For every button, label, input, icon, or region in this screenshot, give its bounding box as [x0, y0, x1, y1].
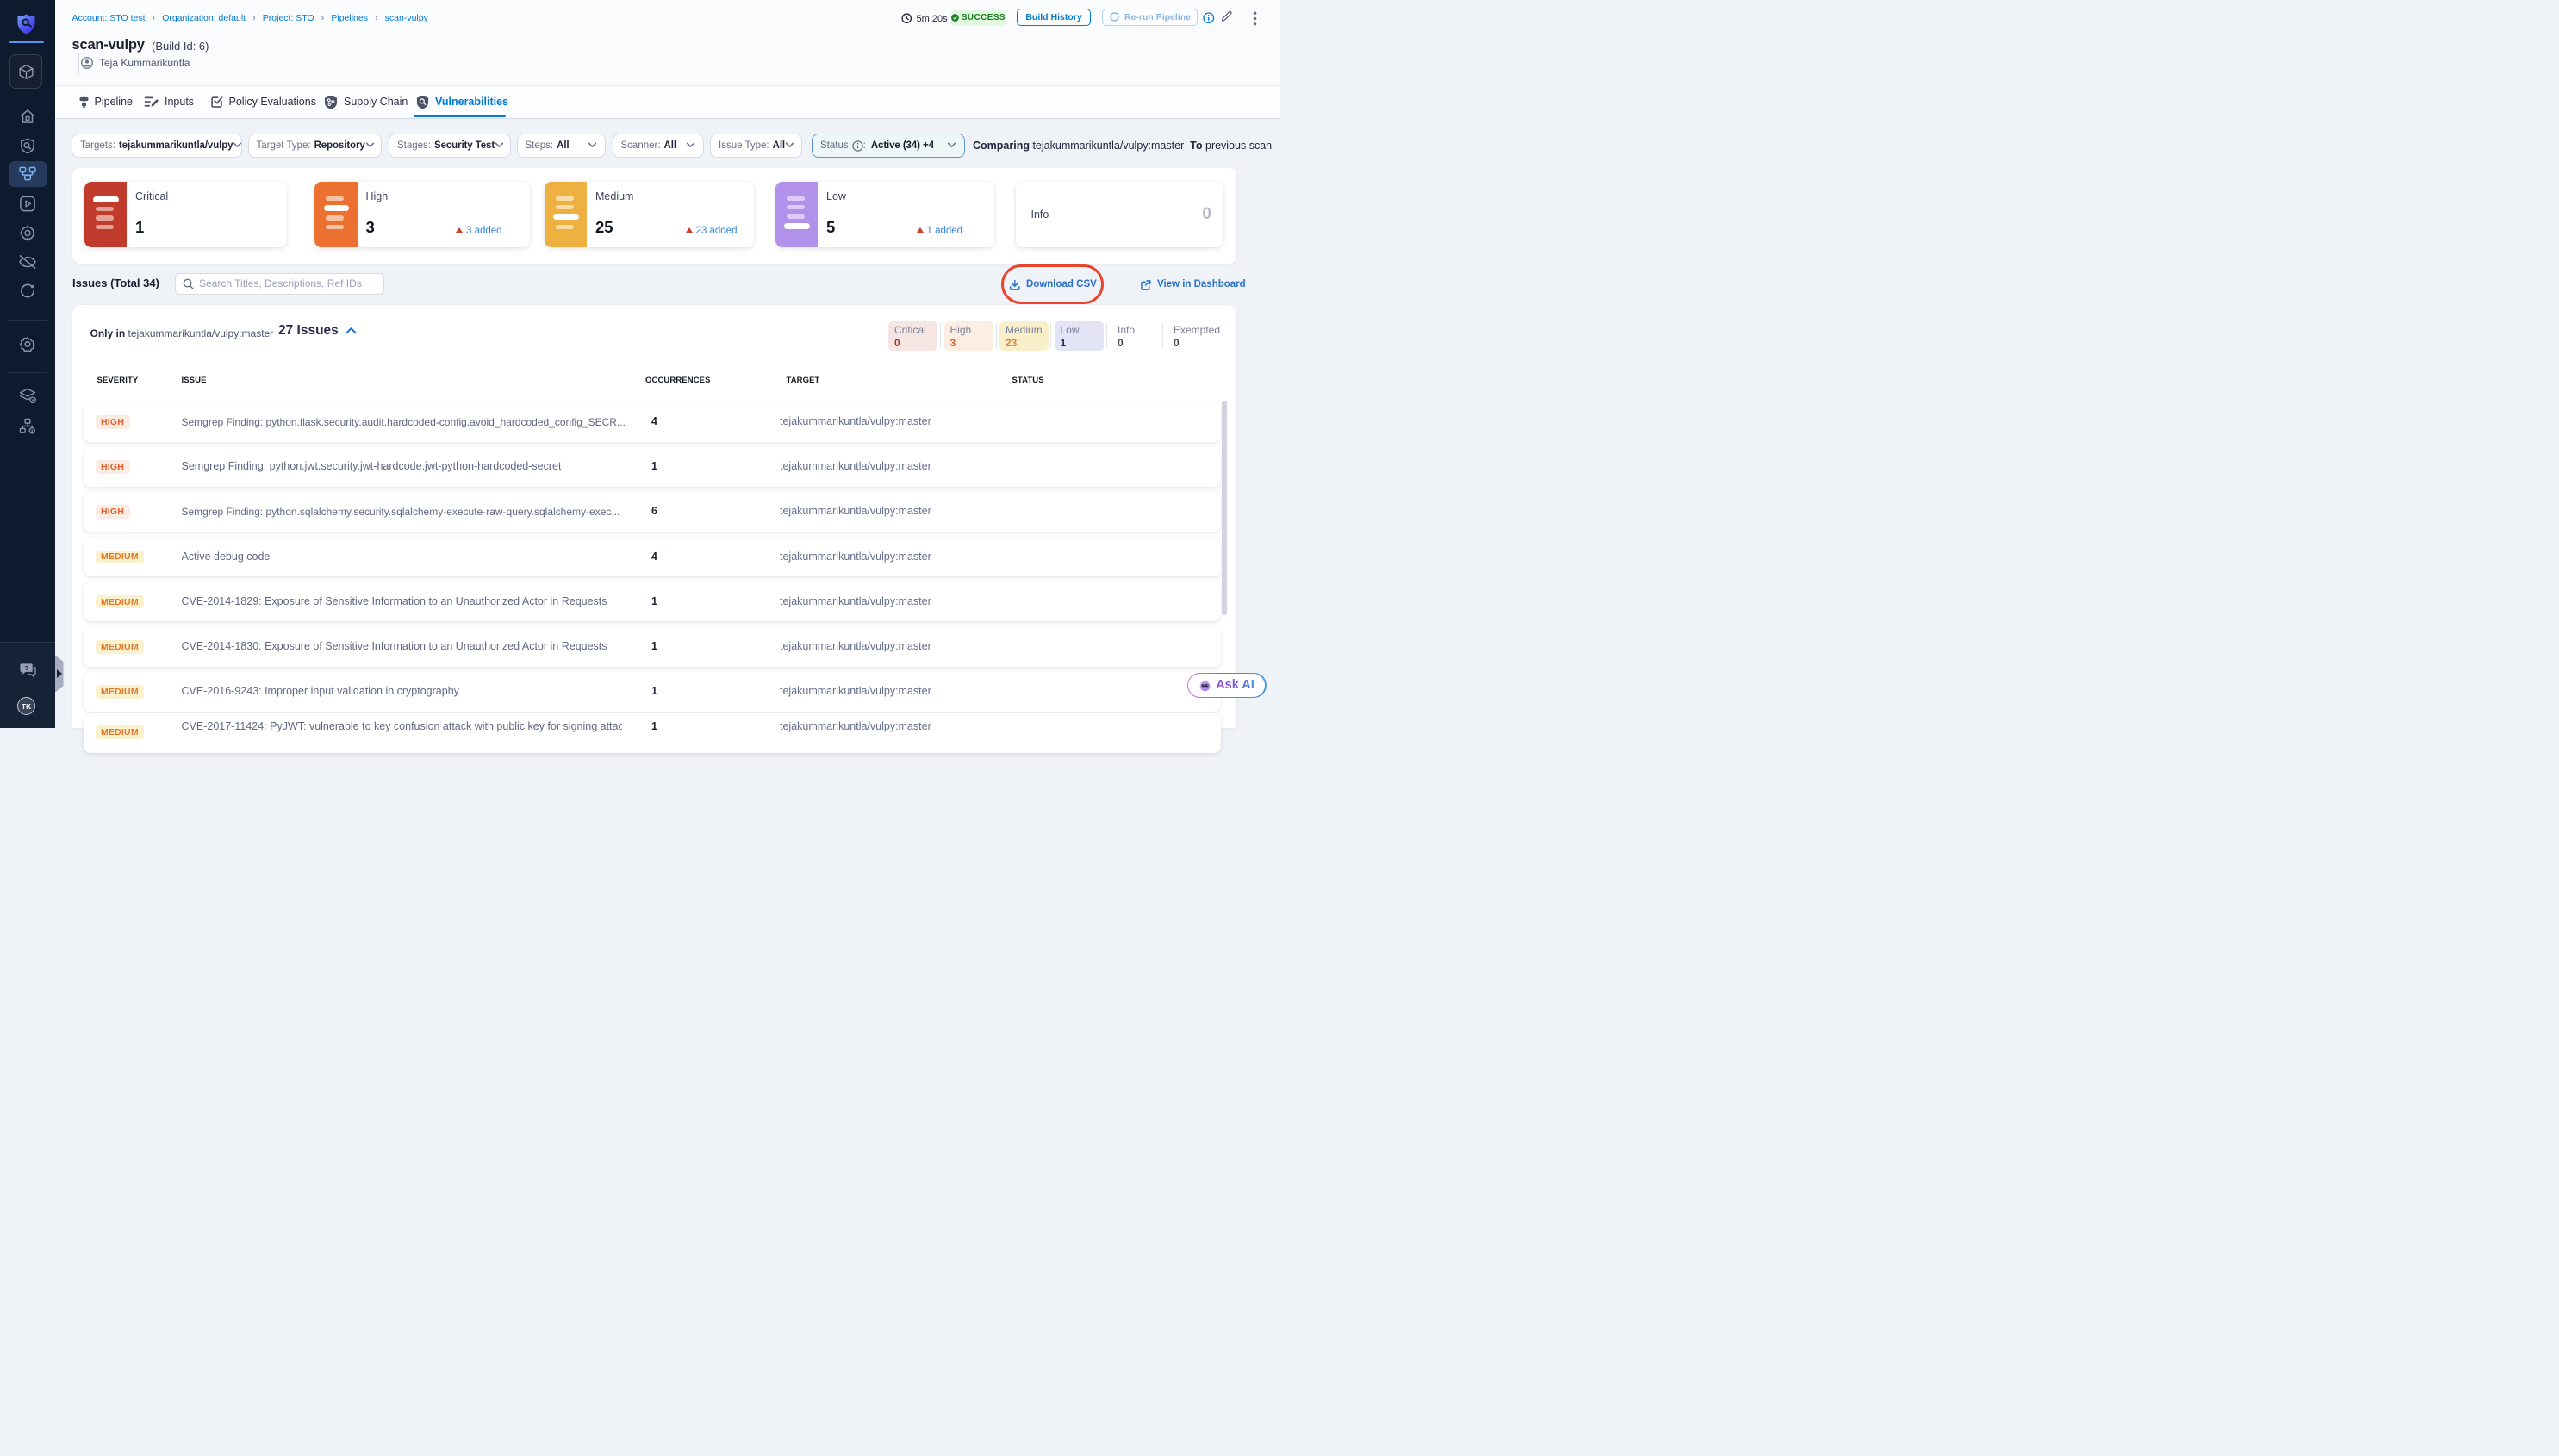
svg-text:?: ? — [24, 664, 28, 672]
